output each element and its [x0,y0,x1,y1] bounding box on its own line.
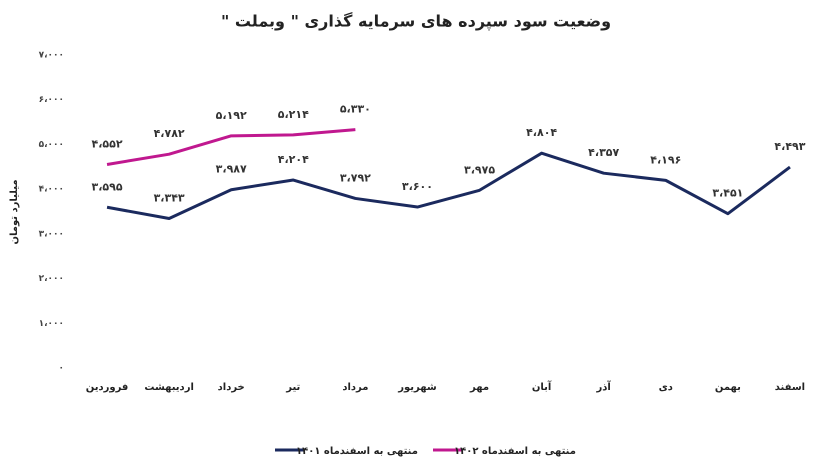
y-tick-label: ۰ [59,364,65,374]
data-label: ۳،۵۹۵ [92,180,123,193]
series-line [106,151,791,221]
data-label: ۴،۸۰۴ [526,126,557,139]
x-tick-label: آبان [532,380,552,393]
x-tick-label: اردیبهشت [144,382,194,393]
data-label: ۴،۷۸۲ [154,127,185,140]
legend-label: منتهی به اسفندماه ۱۴۰۲ [454,446,576,457]
y-tick-label: ۷،۰۰۰ [39,51,64,61]
x-tick-label: مهر [469,382,489,393]
y-tick-label: ۳،۰۰۰ [39,229,64,239]
x-tick-label: مرداد [342,382,368,393]
y-tick-label: ۶،۰۰۰ [39,95,64,105]
legend-label: منتهی به اسفندماه ۱۴۰۱ [296,446,418,457]
data-label: ۵،۲۱۴ [278,108,309,121]
x-tick-label: شهریور [397,382,437,393]
y-axis-label: میلیارد تومان [9,179,20,244]
data-label: ۳،۴۵۱ [712,187,743,200]
data-label: ۴،۳۵۷ [588,146,619,159]
y-tick-label: ۵،۰۰۰ [39,140,64,150]
y-tick-label: ۲،۰۰۰ [39,274,64,284]
data-label: ۳،۶۰۰ [402,180,433,193]
data-label: ۵،۱۹۲ [216,109,247,122]
data-label: ۴،۵۵۲ [92,137,123,150]
data-label: ۵،۳۳۰ [340,103,371,116]
data-label: ۴،۴۹۳ [774,140,805,153]
data-label: ۳،۷۹۲ [340,171,371,184]
data-label: ۳،۹۸۷ [216,163,247,176]
data-label: ۳،۹۷۵ [464,163,495,176]
data-label: ۴،۱۹۶ [650,153,681,166]
x-tick-label: آذر [596,380,612,393]
chart-title: وضعیت سود سپرده های سرمایه گذاری " وبملت… [221,12,611,32]
x-tick-label: خرداد [218,382,245,393]
x-tick-label: بهمن [715,382,741,393]
x-tick-label: فروردین [86,382,129,393]
y-tick-label: ۱،۰۰۰ [39,319,64,329]
data-label: ۴،۲۰۴ [278,153,309,166]
data-label: ۳،۳۴۳ [154,192,185,205]
series-line [106,128,356,166]
y-tick-label: ۴،۰۰۰ [39,185,64,195]
x-tick-label: دی [659,382,673,393]
x-tick-label: اسفند [775,382,805,393]
x-tick-label: تیر [285,382,300,393]
